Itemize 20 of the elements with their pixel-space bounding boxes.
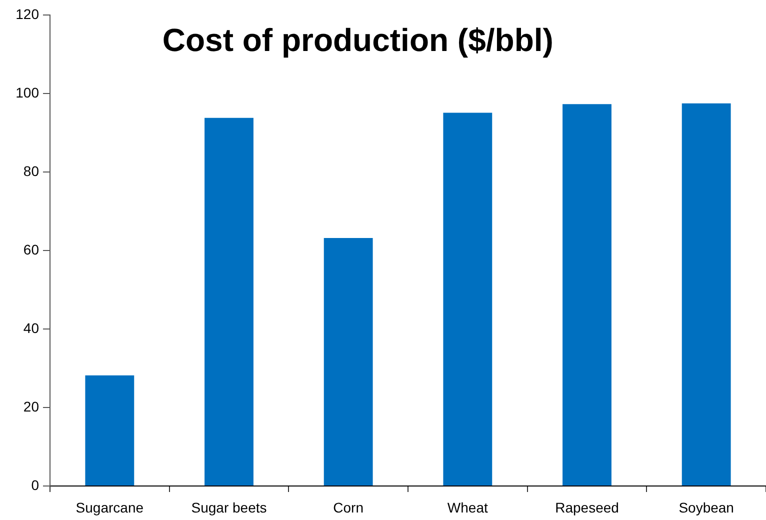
y-tick-label: 40 xyxy=(23,320,40,336)
y-tick-label: 20 xyxy=(23,398,40,414)
bar xyxy=(204,118,254,486)
bar xyxy=(443,112,492,486)
x-tick-label: Rapeseed xyxy=(555,499,619,516)
y-tick-label: 120 xyxy=(16,6,40,22)
y-tick-label: 0 xyxy=(31,476,40,493)
y-tick-label: 100 xyxy=(16,84,40,100)
y-tick-label: 60 xyxy=(23,241,40,258)
x-tick-label: Sugarcane xyxy=(76,499,144,516)
bar xyxy=(682,103,731,486)
x-tick-label: Sugar beets xyxy=(191,499,267,516)
x-tick-label: Soybean xyxy=(678,499,734,516)
x-tick-label: Corn xyxy=(333,499,364,516)
chart-title: Cost of production ($/bbl) xyxy=(162,22,554,58)
x-tick-label: Wheat xyxy=(447,499,488,516)
bar xyxy=(324,238,373,486)
bar xyxy=(562,104,612,486)
y-tick-label: 80 xyxy=(23,162,40,179)
bar xyxy=(85,375,134,486)
